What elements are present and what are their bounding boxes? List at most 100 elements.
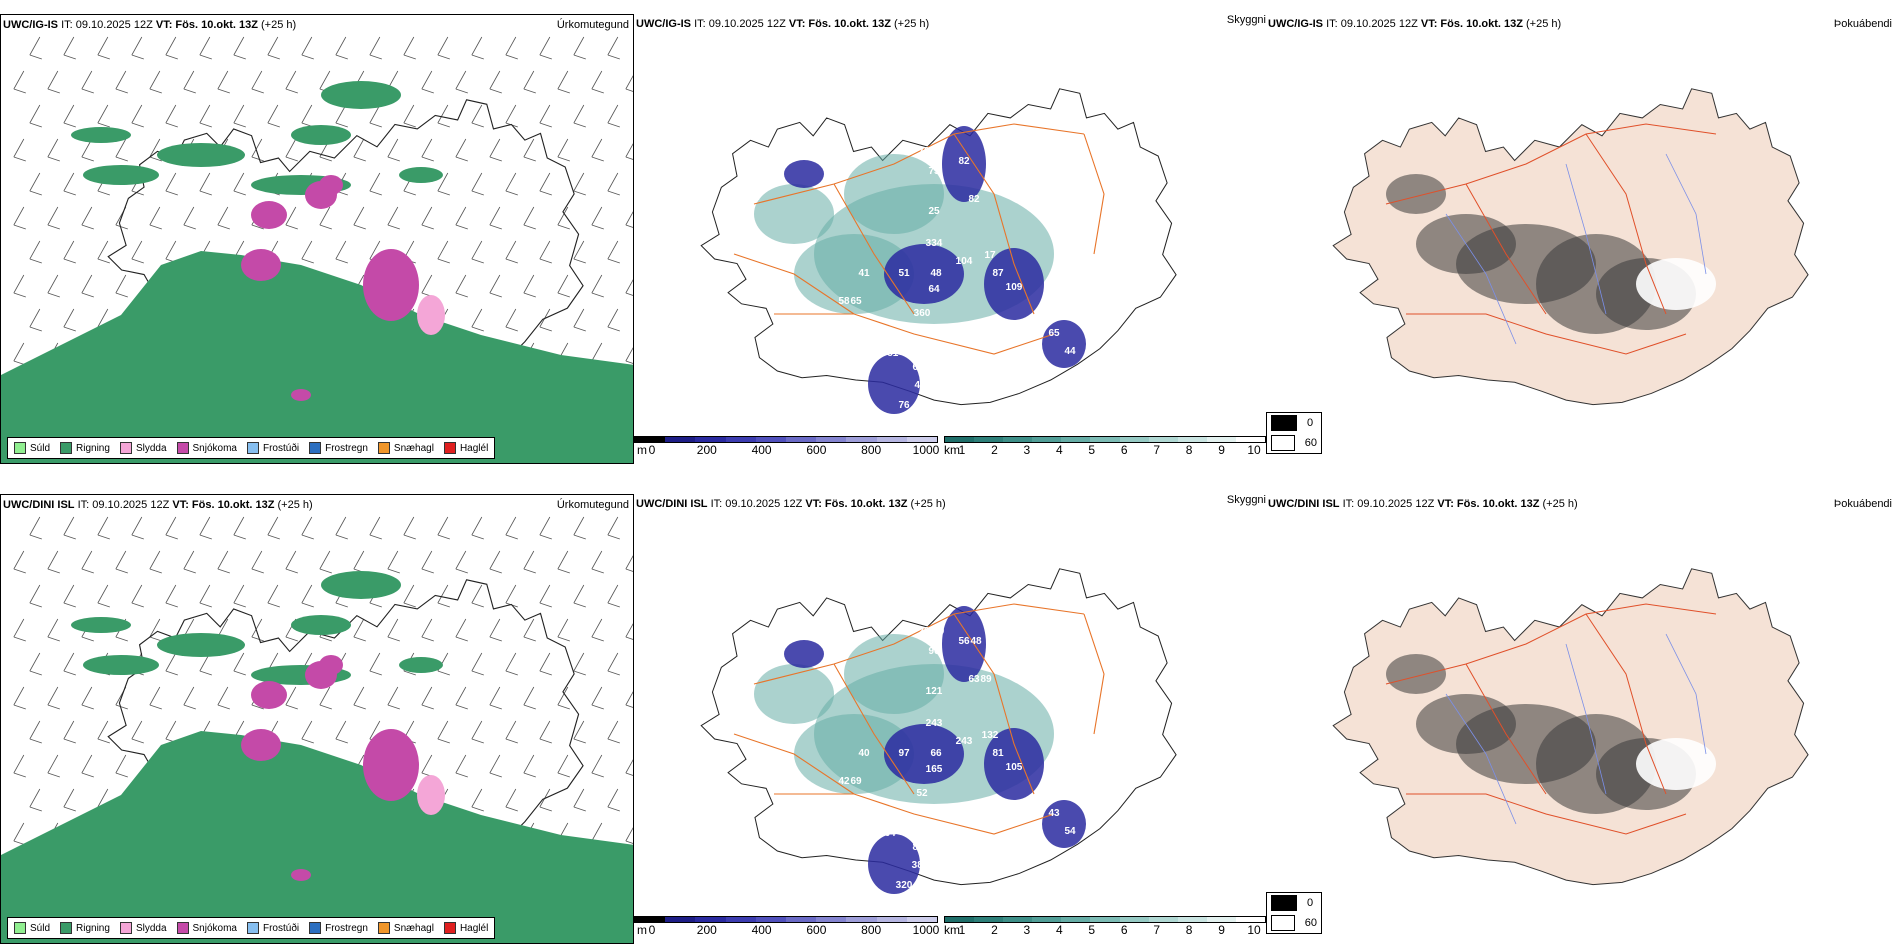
fog-legend-swatch bbox=[1271, 915, 1295, 931]
legend-label: Haglél bbox=[459, 442, 489, 454]
colorbar-tick-label: 4 bbox=[1055, 443, 1063, 457]
visibility-colorbar: km 1 2 3 4 5 6 7 8 9 10 bbox=[944, 436, 1266, 457]
legend-swatch bbox=[176, 922, 189, 934]
fog-map-panel-1: UWC/IG-IS IT: 09.10.2025 12Z VT: Fös. 10… bbox=[1266, 14, 1900, 464]
legend-swatch bbox=[443, 442, 456, 454]
cloud-base-value-label: 360 bbox=[914, 308, 931, 319]
cloud-base-value-label: 62 bbox=[988, 326, 1000, 337]
cloud-base-map-panel-1: UWC/IG-IS IT: 09.10.2025 12Z VT: Fös. 10… bbox=[634, 14, 1266, 464]
cloud-base-value-label: 82 bbox=[968, 194, 980, 205]
cloud-base-value-label: 243 bbox=[926, 718, 943, 729]
cloud-base-value-label: 42 bbox=[838, 776, 850, 787]
colorbar-segment bbox=[945, 437, 975, 442]
cloud-base-value-label: 81 bbox=[992, 748, 1004, 759]
colorbar-segment bbox=[695, 917, 726, 922]
precip-map bbox=[1, 36, 633, 463]
colorbar-tick-label: 7 bbox=[1153, 443, 1160, 457]
colorbar-tick-label: 0 bbox=[648, 443, 656, 457]
precip-legend-item: Snæhagl bbox=[377, 442, 434, 454]
cloud-base-value-label: 46 bbox=[914, 380, 926, 391]
colorbar-segment bbox=[816, 917, 847, 922]
fog-legend-row: 0 bbox=[1267, 893, 1321, 913]
fog-legend-swatch bbox=[1271, 435, 1295, 451]
panel-field-label: Skyggni bbox=[1226, 14, 1266, 26]
cloud-base-value-label: 72 bbox=[748, 192, 760, 203]
precip-legend-item: Slydda bbox=[119, 922, 167, 934]
legend-label: Snjókoma bbox=[192, 442, 237, 454]
colorbar-tick-label: 1000 bbox=[912, 923, 940, 937]
colorbar-tick-label: 200 bbox=[696, 923, 717, 937]
precip-legend-item: Rigning bbox=[60, 922, 110, 934]
cloud-base-value-label: 781 bbox=[882, 348, 899, 359]
cloud-base-value-label: 64 bbox=[928, 284, 940, 295]
panel-field-label: Þokuábendi bbox=[1833, 498, 1892, 510]
colorbar-labels: km 1 2 3 4 5 6 7 8 9 10 bbox=[944, 443, 1266, 457]
colorbar-unit: m bbox=[637, 443, 647, 457]
colorbar-segment bbox=[1032, 917, 1062, 922]
fog-legend-row: 60 bbox=[1267, 913, 1321, 933]
precip-legend-item: Súld bbox=[14, 922, 50, 934]
cloud-base-value-label: 100 bbox=[928, 626, 945, 637]
colorbar-unit: km bbox=[944, 443, 960, 457]
cloud-base-value-label: 35 bbox=[788, 248, 800, 259]
precip-legend-item: Súld bbox=[14, 442, 50, 454]
colorbar-tick-label: 800 bbox=[861, 443, 882, 457]
colorbar-segment bbox=[665, 437, 696, 442]
cloud-base-value-label: 71 bbox=[738, 162, 750, 173]
cloud-base-map-panel-2: UWC/DINI ISL IT: 09.10.2025 12Z VT: Fös.… bbox=[634, 494, 1266, 944]
cloud-base-value-label: 51 bbox=[898, 268, 910, 279]
colorbar-segment bbox=[906, 917, 938, 922]
colorbar-segment bbox=[1206, 437, 1236, 442]
fog-legend-label: 0 bbox=[1307, 417, 1314, 429]
fog-legend-label: 60 bbox=[1304, 437, 1317, 449]
colorbar-segment bbox=[1177, 917, 1207, 922]
cloud-base-value-label: 109 bbox=[1006, 282, 1023, 293]
cloud-base-value-label: 132 bbox=[982, 730, 999, 741]
legend-label: Slydda bbox=[135, 922, 167, 934]
colorbar-tick-label: 1 bbox=[958, 443, 966, 457]
precip-legend-item: Haglél bbox=[443, 442, 489, 454]
colorbar-segment bbox=[725, 437, 756, 442]
cloud-base-map: 70 82 82 15 75 25 334 104 17 87 48 109 51 65 64 58 360 62… bbox=[700, 88, 1177, 414]
colorbar-tick-label: 6 bbox=[1120, 443, 1128, 457]
cloud-base-value-label: 41 bbox=[858, 268, 870, 279]
colorbar-segment bbox=[816, 437, 847, 442]
cloud-base-value-label: 70 bbox=[928, 402, 940, 413]
precip-legend-item: Frostregn bbox=[309, 922, 368, 934]
legend-swatch bbox=[443, 922, 456, 934]
colorbar-tick-label: 400 bbox=[751, 923, 772, 937]
precip-map-panel-1: UWC/IG-IS IT: 09.10.2025 12Z VT: Fös. 10… bbox=[0, 14, 634, 464]
colorbar-segment bbox=[755, 917, 787, 922]
cloud-base-value-label: 58 bbox=[1028, 594, 1040, 605]
colorbar-tick-label: 8 bbox=[1185, 923, 1193, 937]
colorbar-segment bbox=[1119, 437, 1149, 442]
colorbar-segment bbox=[974, 437, 1004, 442]
fog-legend-row: 0 bbox=[1267, 413, 1321, 433]
colorbar-segment bbox=[945, 917, 975, 922]
cloud-base-value-label: 50 bbox=[748, 672, 760, 683]
colorbar-segment bbox=[1148, 437, 1178, 442]
colorbar-tick-label: 8 bbox=[1185, 443, 1193, 457]
legend-swatch bbox=[60, 922, 73, 934]
cloud-base-map: 29 56 63 50 90 121 243 243 132 81 66 105 97 69 165 42 52… bbox=[700, 568, 1177, 894]
cloud-base-value-label: 58 bbox=[838, 296, 850, 307]
cloud-base-value-label: 48 bbox=[970, 636, 982, 647]
colorbar-tick-label: 3 bbox=[1023, 923, 1031, 937]
colorbar-segment bbox=[786, 917, 817, 922]
colorbar-segment bbox=[1206, 917, 1236, 922]
colorbar-strip bbox=[944, 916, 1266, 923]
cloud-base-value-label: 75 bbox=[928, 166, 940, 177]
cloud-base-value-label: 87 bbox=[992, 268, 1004, 279]
legend-swatch bbox=[119, 922, 132, 934]
cloud-base-value-label: 105 bbox=[1006, 762, 1023, 773]
cloud-base-value-label: 104 bbox=[956, 256, 973, 267]
legend-swatch bbox=[377, 442, 390, 454]
colorbar-strip bbox=[944, 436, 1266, 443]
colorbar-segment bbox=[1177, 437, 1207, 442]
fog-map-panel-2: UWC/DINI ISL IT: 09.10.2025 12Z VT: Fös.… bbox=[1266, 494, 1900, 944]
cloud-base-value-label: 243 bbox=[956, 736, 973, 747]
legend-swatch bbox=[14, 442, 26, 454]
colorbar-tick-label: 7 bbox=[1153, 923, 1160, 937]
precip-legend-item: Frostúði bbox=[246, 442, 299, 454]
colorbar-labels: m 0 200 400 600 800 1000 bbox=[634, 443, 939, 457]
